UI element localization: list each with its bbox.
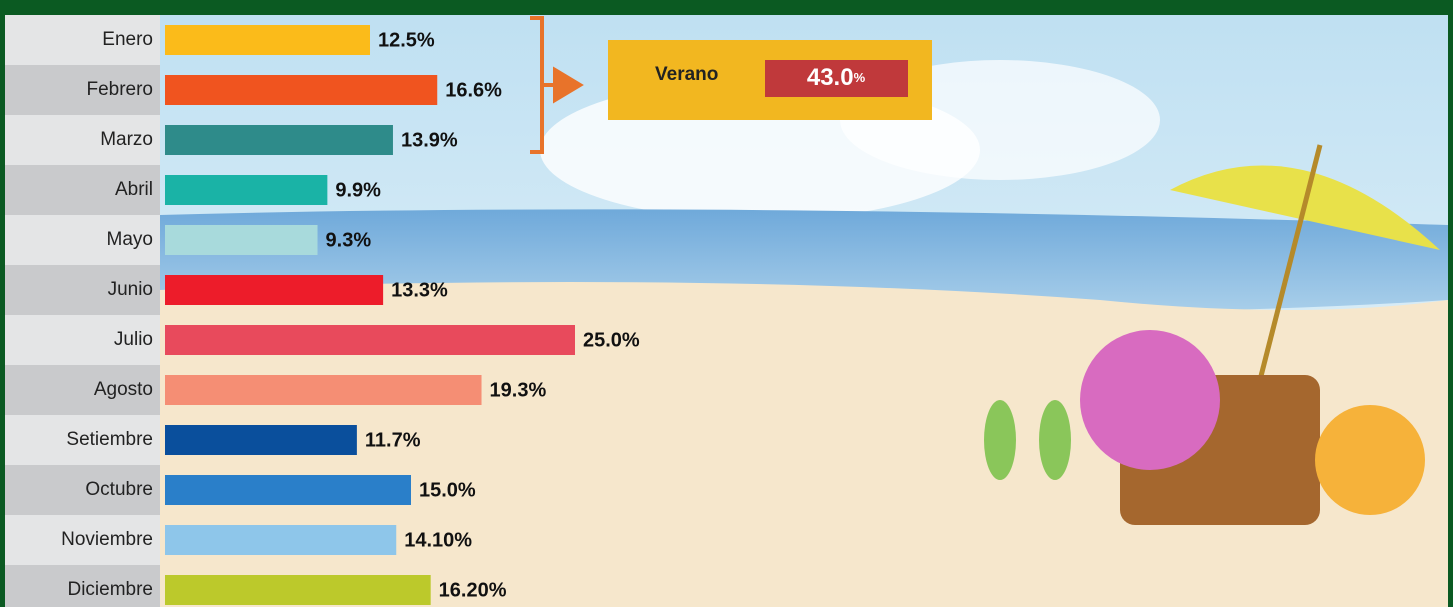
flip-flop	[984, 400, 1016, 480]
bar	[165, 225, 318, 255]
y-tick-label: Octubre	[85, 479, 153, 500]
value-label: 11.7%	[365, 429, 421, 451]
bar	[165, 75, 437, 105]
bar	[165, 575, 431, 605]
bar	[165, 375, 482, 405]
ball	[1315, 405, 1425, 515]
value-label: 13.3%	[391, 279, 448, 301]
bar	[165, 525, 396, 555]
value-label: 16.20%	[439, 579, 507, 601]
bar	[165, 175, 327, 205]
flip-flop	[1039, 400, 1071, 480]
y-tick-label: Abril	[115, 179, 153, 200]
bar	[165, 325, 575, 355]
value-label: 25.0%	[583, 329, 640, 351]
annotation-unit: %	[854, 70, 866, 85]
value-label: 13.9%	[401, 129, 458, 151]
value-label: 9.9%	[335, 179, 381, 201]
bar	[165, 425, 357, 455]
y-tick-label: Setiembre	[66, 429, 153, 450]
y-tick-label: Diciembre	[67, 579, 153, 600]
bar	[165, 475, 411, 505]
bar	[165, 275, 383, 305]
y-tick-label: Mayo	[107, 229, 153, 250]
page: {"chart_data": {"type": "bar", "orientat…	[0, 0, 1453, 607]
value-label: 19.3%	[490, 379, 547, 401]
value-label: 16.6%	[445, 79, 502, 101]
y-tick-label: Enero	[102, 29, 153, 50]
annotation-label: Verano	[655, 64, 718, 85]
chart: Verano 43.0% Enero 12.5% Febrero 16.6% Marzo…	[0, 0, 1453, 607]
y-tick-label: Marzo	[100, 129, 153, 150]
y-tick-label: Junio	[108, 279, 153, 300]
value-label: 9.3%	[326, 229, 372, 251]
y-tick-label: Febrero	[86, 79, 153, 100]
value-label: 14.10%	[404, 529, 472, 551]
bar	[165, 25, 370, 55]
bar	[165, 125, 393, 155]
y-tick-label: Noviembre	[61, 529, 153, 550]
value-label: 15.0%	[419, 479, 476, 501]
value-label: 12.5%	[378, 29, 435, 51]
y-tick-label: Julio	[114, 329, 153, 350]
y-tick-label: Agosto	[94, 379, 153, 400]
hat	[1080, 330, 1220, 470]
annotation-number: 43.0	[807, 64, 854, 91]
